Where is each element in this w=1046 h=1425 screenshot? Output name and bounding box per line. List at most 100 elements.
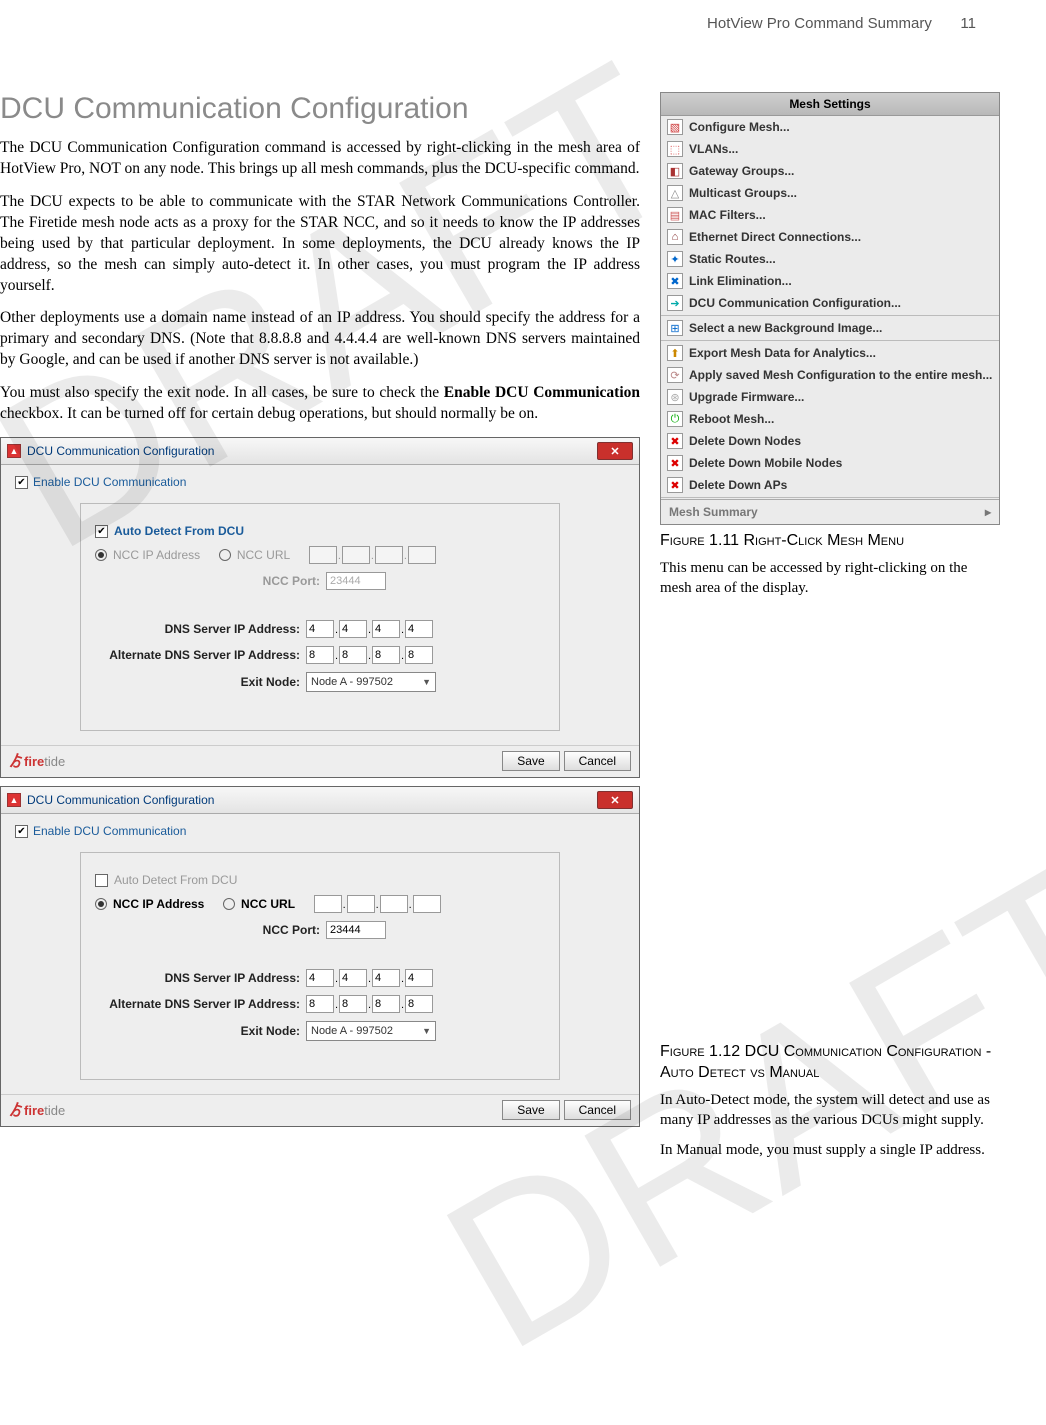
ncc-ip-4[interactable] [408,546,436,564]
cancel-button-2[interactable]: Cancel [564,1100,631,1120]
exit-node-label: Exit Node: [95,675,300,689]
ncc-ip-3[interactable] [375,546,403,564]
cancel-button[interactable]: Cancel [564,751,631,771]
menu-item[interactable]: ⟳Apply saved Mesh Configuration to the e… [661,364,999,386]
menu-title: Mesh Settings [661,93,999,116]
ncc-port-input[interactable] [326,572,386,590]
dns-m3[interactable] [372,969,400,987]
dns-m4[interactable] [405,969,433,987]
menu-item[interactable]: ✦Static Routes... [661,248,999,270]
ncc-ip-m4[interactable] [413,895,441,913]
menu-item[interactable]: ⊛Upgrade Firmware... [661,386,999,408]
dns-1[interactable] [306,620,334,638]
menu-item-label: Export Mesh Data for Analytics... [689,346,876,360]
menu-item-icon: ⬆ [667,345,683,361]
dns-4[interactable] [405,620,433,638]
figure-1-12-body-2: In Manual mode, you must supply a single… [660,1140,1000,1160]
menu-item[interactable]: ⬚VLANs... [661,138,999,160]
adns-m2[interactable] [339,995,367,1013]
adns-m4[interactable] [405,995,433,1013]
figure-1-11-caption: Figure 1.11 Right-Click Mesh Menu [660,531,1000,552]
dialog-icon: ▲ [7,444,21,458]
ncc-ip-2[interactable] [342,546,370,564]
ncc-url-radio[interactable] [219,549,231,561]
ncc-ip-1[interactable] [309,546,337,564]
menu-item-label: Reboot Mesh... [689,412,774,426]
menu-item[interactable]: ▧Configure Mesh... [661,116,999,138]
menu-item-icon: ➔ [667,295,683,311]
menu-item[interactable]: ➔DCU Communication Configuration... [661,292,999,314]
ncc-port-input-2[interactable] [326,921,386,939]
menu-item[interactable]: ✖Link Elimination... [661,270,999,292]
menu-item[interactable]: ⏻ Reboot Mesh... [661,408,999,430]
paragraph-4a: You must also specify the exit node. In … [0,384,444,401]
menu-item[interactable]: ✖Delete Down Nodes [661,430,999,452]
menu-item[interactable]: ⊞Select a new Background Image... [661,317,999,339]
enable-dcu-checkbox[interactable]: ✔ [15,476,28,489]
menu-item[interactable]: ⬆ Export Mesh Data for Analytics... [661,342,999,364]
close-icon[interactable]: ✕ [597,791,633,809]
menu-item-icon: ⌂ [667,229,683,245]
menu-item-label: VLANs... [689,142,738,156]
close-icon[interactable]: ✕ [597,442,633,460]
adns-m1[interactable] [306,995,334,1013]
menu-item[interactable]: ⌂Ethernet Direct Connections... [661,226,999,248]
enable-dcu-label: Enable DCU Communication [33,475,186,489]
menu-item-label: Link Elimination... [689,274,792,288]
firetide-brand: ゟfiretide [9,750,65,771]
save-button-2[interactable]: Save [502,1100,559,1120]
dialog-title-2: DCU Communication Configuration [27,793,214,807]
firetide-brand-2: ゟfiretide [9,1099,65,1120]
page-title: DCU Communication Configuration [0,92,640,126]
save-button[interactable]: Save [502,751,559,771]
menu-item[interactable]: ▤MAC Filters... [661,204,999,226]
figure-1-12-caption: Figure 1.12 DCU Communication Configurat… [660,1042,1000,1084]
mesh-summary-row[interactable]: Mesh Summary▸ [661,499,999,524]
menu-item-label: Delete Down Nodes [689,434,801,448]
exit-node-select[interactable]: Node A - 997502▼ [306,672,436,692]
dns-label: DNS Server IP Address: [95,622,300,636]
menu-item[interactable]: △ Multicast Groups... [661,182,999,204]
exit-node-value-2: Node A - 997502 [311,1025,393,1037]
auto-detect-label-2: Auto Detect From DCU [114,873,237,887]
auto-detect-label: Auto Detect From DCU [114,524,244,538]
dns-m2[interactable] [339,969,367,987]
menu-item-icon: ⟳ [667,367,683,383]
auto-detect-checkbox[interactable]: ✔ [95,525,108,538]
adns-m3[interactable] [372,995,400,1013]
menu-item-icon: △ [667,185,683,201]
menu-item-icon: ✦ [667,251,683,267]
menu-item-label: Gateway Groups... [689,164,794,178]
adns-4[interactable] [405,646,433,664]
page-number: 11 [936,15,976,32]
ncc-url-radio-2[interactable] [223,898,235,910]
dns-2[interactable] [339,620,367,638]
dns-m1[interactable] [306,969,334,987]
ncc-ip-m2[interactable] [347,895,375,913]
dialog-title: DCU Communication Configuration [27,444,214,458]
ncc-ip-radio[interactable] [95,549,107,561]
menu-item-label: Multicast Groups... [689,186,797,200]
menu-item-label: Select a new Background Image... [689,321,882,335]
paragraph-3: Other deployments use a domain name inst… [0,308,640,371]
paragraph-1: The DCU Communication Configuration comm… [0,138,640,180]
menu-item[interactable]: ◧Gateway Groups... [661,160,999,182]
exit-node-select-2[interactable]: Node A - 997502 ▼ [306,1021,436,1041]
menu-item-icon: ⏻ [667,411,683,427]
adns-1[interactable] [306,646,334,664]
menu-item[interactable]: ✖Delete Down Mobile Nodes [661,452,999,474]
ncc-ip-m3[interactable] [380,895,408,913]
paragraph-4b: Enable DCU Communication [444,384,640,401]
dns-label-2: DNS Server IP Address: [95,971,300,985]
adns-2[interactable] [339,646,367,664]
ncc-ip-m1[interactable] [314,895,342,913]
menu-item[interactable]: ✖Delete Down APs [661,474,999,496]
chevron-down-icon: ▼ [422,1026,431,1036]
ncc-url-label: NCC URL [237,548,290,562]
ncc-ip-radio-2[interactable] [95,898,107,910]
paragraph-4c: checkbox. It can be turned off for certa… [0,405,538,422]
auto-detect-checkbox-2[interactable]: ✔ [95,874,108,887]
enable-dcu-checkbox-2[interactable]: ✔ [15,825,28,838]
dns-3[interactable] [372,620,400,638]
adns-3[interactable] [372,646,400,664]
